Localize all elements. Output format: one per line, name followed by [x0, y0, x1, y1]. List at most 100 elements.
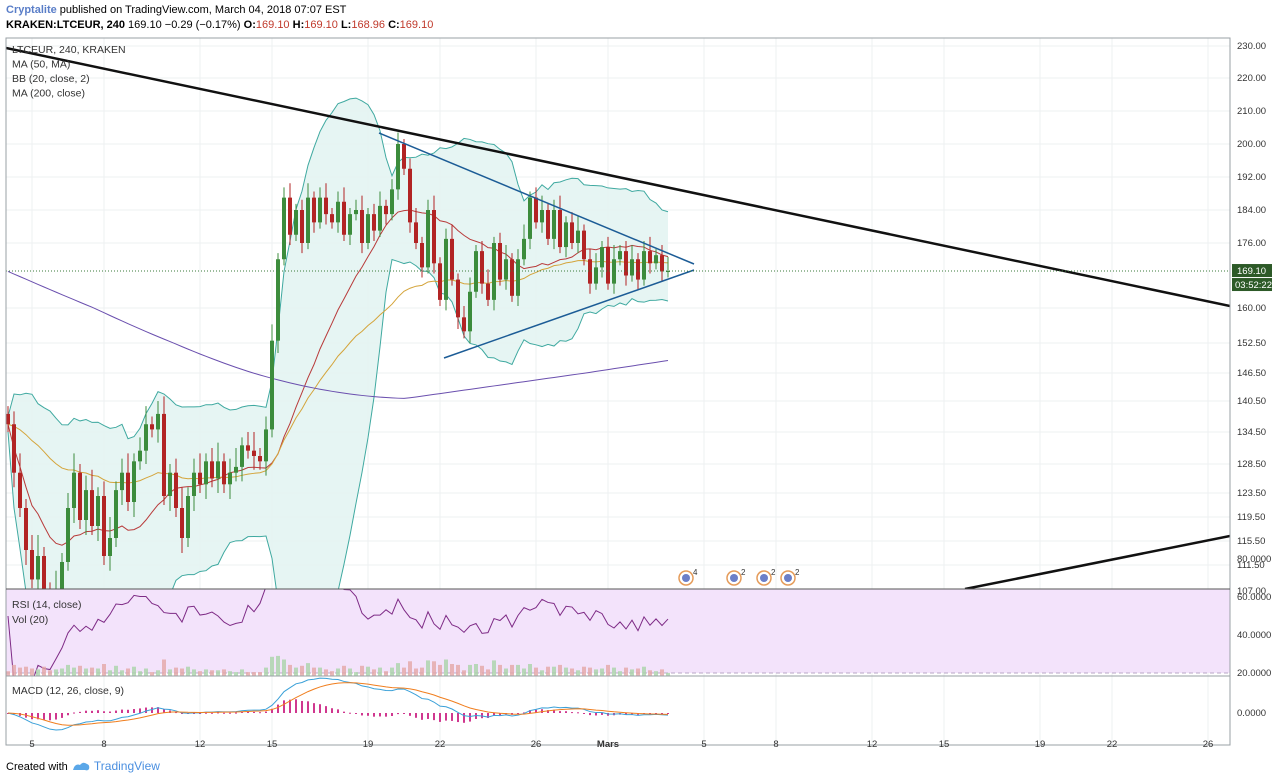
price-tick-label: 160.00 — [1237, 303, 1266, 314]
candle-body — [654, 255, 658, 264]
candle-body — [360, 210, 364, 243]
high-value: 169.10 — [304, 19, 338, 31]
candle-body — [252, 450, 256, 456]
candle-body — [120, 472, 124, 491]
macd-histogram-bar — [265, 711, 267, 713]
macd-histogram-bar — [355, 713, 357, 714]
price-legend-item: LTCEUR, 240, KRAKEN — [12, 44, 126, 56]
last-price: 169.10 — [128, 19, 162, 31]
candle-body — [216, 461, 220, 479]
volume-bar — [228, 671, 232, 676]
price-tick-label: 184.00 — [1237, 205, 1266, 216]
candle-body — [528, 197, 532, 239]
volume-bar — [498, 664, 502, 676]
macd-histogram-bar — [583, 713, 585, 714]
tradingview-brand[interactable]: TradingView — [93, 759, 160, 773]
volume-bar — [546, 666, 550, 676]
price-tick-label: 107.00 — [1237, 586, 1266, 597]
volume-bar — [618, 671, 622, 676]
candle-body — [618, 251, 622, 260]
macd-histogram-bar — [313, 703, 315, 713]
idea-count: 2 — [771, 568, 776, 577]
ascending-trendline — [964, 534, 1230, 589]
macd-histogram-bar — [103, 711, 105, 713]
time-tick-label: 5 — [29, 739, 34, 750]
candle-body — [24, 508, 28, 550]
candle-body — [342, 201, 346, 235]
candle-body — [84, 490, 88, 520]
candle-body — [666, 271, 670, 273]
macd-histogram-bar — [283, 700, 285, 713]
volume-bar — [438, 664, 442, 676]
price-axis: 230.00 220.00 210.00 200.00 192.00 184.00 176.… — [1232, 41, 1272, 719]
macd-histogram-bar — [403, 713, 405, 714]
candle-body — [72, 472, 76, 508]
macd-histogram-bar — [55, 713, 57, 720]
candle-body — [240, 445, 244, 467]
candle-body — [612, 259, 616, 284]
open-label: O: — [243, 19, 256, 31]
volume-bar — [468, 664, 472, 676]
macd-histogram-bar — [457, 713, 459, 723]
volume-bar — [636, 668, 640, 676]
volume-bar — [570, 668, 574, 676]
volume-bar — [60, 668, 64, 676]
price-tick-label: 140.50 — [1237, 396, 1266, 407]
price-tick-label: 146.50 — [1237, 368, 1266, 379]
macd-histogram-bar — [625, 713, 627, 715]
macd-histogram-bar — [61, 713, 63, 718]
macd-histogram-bar — [145, 707, 147, 713]
volume-bar — [540, 670, 544, 676]
macd-histogram-bar — [553, 709, 555, 713]
volume-bar — [342, 665, 346, 676]
candle-body — [594, 267, 598, 284]
chart-canvas[interactable]: 230.00 220.00 210.00 200.00 192.00 184.00 176.… — [0, 36, 1280, 756]
volume-bar — [372, 669, 376, 676]
macd-histogram-bar — [601, 713, 603, 715]
price-tick-label: 123.50 — [1237, 488, 1266, 499]
volume-bar — [114, 665, 118, 676]
volume-bar — [666, 672, 670, 676]
last-price-text: 169.10 — [1237, 266, 1266, 277]
volume-bar — [168, 669, 172, 676]
volume-bar — [144, 668, 148, 676]
candle-body — [390, 189, 394, 215]
volume-bar — [108, 670, 112, 676]
volume-bar — [366, 666, 370, 676]
macd-histogram-bar — [427, 713, 429, 719]
volume-bar — [384, 671, 388, 676]
candle-body — [288, 197, 292, 235]
time-tick-label: 22 — [435, 739, 446, 750]
macd-histogram-bar — [451, 713, 453, 721]
price-tick-label: 176.00 — [1237, 238, 1266, 249]
macd-histogram-bar — [49, 713, 51, 721]
candle-body — [564, 222, 568, 248]
rsi-band — [6, 589, 1230, 673]
idea-count: 4 — [693, 568, 698, 577]
macd-histogram-bar — [259, 712, 261, 714]
macd-histogram-bar — [487, 713, 489, 719]
macd-histogram-bar — [127, 709, 129, 713]
macd-histogram-bar — [433, 713, 435, 721]
volume-bar — [420, 667, 424, 676]
volume-bar — [558, 664, 562, 676]
volume-bar — [252, 672, 256, 676]
macd-histogram-bar — [475, 713, 477, 719]
price-tick-label: 230.00 — [1237, 41, 1266, 52]
macd-histogram-bar — [31, 713, 33, 720]
author-link[interactable]: Cryptalite — [6, 4, 57, 16]
candle-body — [558, 210, 562, 248]
macd-histogram-bar — [379, 713, 381, 717]
macd-histogram-bar — [337, 709, 339, 713]
volume-bar — [210, 670, 214, 676]
volume-bar — [180, 668, 184, 676]
symbol-label: KRAKEN:LTCEUR, 240 — [6, 19, 125, 31]
event-markers[interactable]: 4 2 2 2 — [678, 568, 800, 586]
candle-body — [630, 259, 634, 276]
candle-body — [114, 490, 118, 538]
price-tick-label: 210.00 — [1237, 106, 1266, 117]
idea-avatar-icon — [760, 574, 768, 582]
candle-body — [468, 291, 472, 332]
candle-body — [198, 472, 202, 485]
candle-body — [162, 413, 166, 496]
